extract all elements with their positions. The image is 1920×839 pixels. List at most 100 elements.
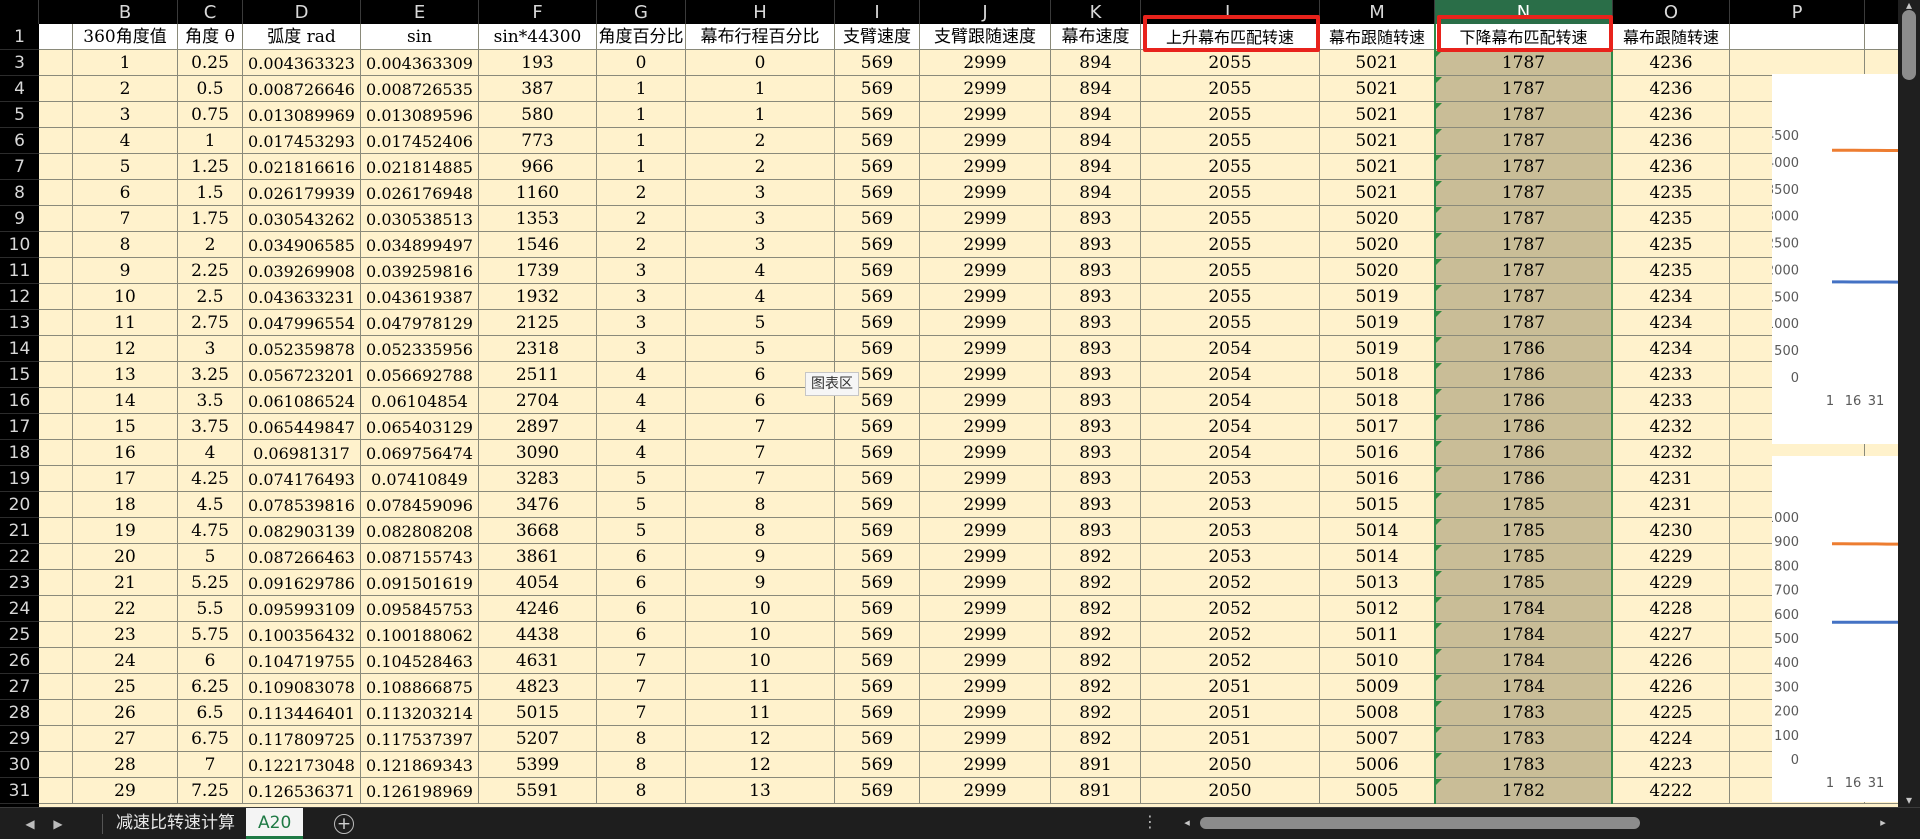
- table-cell[interactable]: 2051: [1141, 700, 1320, 726]
- row-header[interactable]: 20: [0, 492, 39, 518]
- table-cell[interactable]: 0.082808208: [361, 518, 479, 544]
- table-cell[interactable]: 0.113203214: [361, 700, 479, 726]
- table-cell[interactable]: 2055: [1141, 154, 1320, 180]
- row-header[interactable]: 28: [0, 700, 39, 726]
- table-cell[interactable]: 7: [597, 674, 686, 700]
- table-cell[interactable]: 2: [597, 232, 686, 258]
- table-cell[interactable]: 0.043619387: [361, 284, 479, 310]
- table-cell[interactable]: 2: [597, 180, 686, 206]
- table-cell[interactable]: 0.109083078: [243, 674, 361, 700]
- table-cell[interactable]: 2999: [920, 778, 1051, 804]
- scroll-left-arrow-icon[interactable]: ◂: [1184, 816, 1190, 829]
- table-cell[interactable]: 0.75: [178, 102, 243, 128]
- table-cell[interactable]: 6: [73, 180, 178, 206]
- table-cell[interactable]: 5: [73, 154, 178, 180]
- table-cell[interactable]: 15: [73, 414, 178, 440]
- table-cell[interactable]: 4231: [1613, 492, 1730, 518]
- table-cell[interactable]: 893: [1051, 284, 1141, 310]
- table-cell[interactable]: 5: [178, 544, 243, 570]
- table-cell[interactable]: 12: [686, 752, 835, 778]
- table-cell[interactable]: 4246: [479, 596, 597, 622]
- row-header[interactable]: 30: [0, 752, 39, 778]
- table-cell[interactable]: 11: [73, 310, 178, 336]
- table-cell[interactable]: 0.126198969: [361, 778, 479, 804]
- table-cell[interactable]: 1785: [1435, 570, 1613, 596]
- table-cell[interactable]: 4.75: [178, 518, 243, 544]
- column-header-d[interactable]: D: [243, 0, 361, 24]
- column-header-o[interactable]: O: [1613, 0, 1730, 24]
- row-header[interactable]: 31: [0, 778, 39, 804]
- table-cell[interactable]: 892: [1051, 622, 1141, 648]
- table-cell[interactable]: 2999: [920, 76, 1051, 102]
- table-cell[interactable]: [39, 336, 73, 362]
- table-cell[interactable]: 4631: [479, 648, 597, 674]
- table-cell[interactable]: [39, 466, 73, 492]
- table-cell[interactable]: 6: [597, 622, 686, 648]
- table-cell[interactable]: 569: [835, 414, 920, 440]
- table-cell[interactable]: 2999: [920, 466, 1051, 492]
- table-cell[interactable]: 1783: [1435, 726, 1613, 752]
- table-cell[interactable]: 4.5: [178, 492, 243, 518]
- table-cell[interactable]: 5399: [479, 752, 597, 778]
- table-cell[interactable]: 2051: [1141, 726, 1320, 752]
- table-cell[interactable]: 2999: [920, 700, 1051, 726]
- table-cell[interactable]: 4232: [1613, 414, 1730, 440]
- table-cell[interactable]: 5009: [1320, 674, 1435, 700]
- table-cell[interactable]: 1787: [1435, 206, 1613, 232]
- table-cell[interactable]: 0.017453293: [243, 128, 361, 154]
- vertical-scroll-thumb[interactable]: [1902, 10, 1916, 80]
- table-cell[interactable]: 0.052335956: [361, 336, 479, 362]
- table-cell[interactable]: [39, 414, 73, 440]
- table-cell[interactable]: 0.087155743: [361, 544, 479, 570]
- table-cell[interactable]: 5020: [1320, 258, 1435, 284]
- table-cell[interactable]: 893: [1051, 466, 1141, 492]
- table-cell[interactable]: 0.026179939: [243, 180, 361, 206]
- table-cell[interactable]: 3: [686, 232, 835, 258]
- table-cell[interactable]: [39, 518, 73, 544]
- table-cell[interactable]: 3: [686, 206, 835, 232]
- table-cell[interactable]: [39, 492, 73, 518]
- table-cell[interactable]: 0.034899497: [361, 232, 479, 258]
- table-cell[interactable]: [39, 570, 73, 596]
- table-cell[interactable]: 1: [597, 128, 686, 154]
- table-cell[interactable]: 4236: [1613, 154, 1730, 180]
- table-cell[interactable]: 20: [73, 544, 178, 570]
- table-cell[interactable]: 4236: [1613, 76, 1730, 102]
- table-cell[interactable]: 569: [835, 128, 920, 154]
- table-cell[interactable]: 1: [597, 154, 686, 180]
- table-cell[interactable]: 0.065403129: [361, 414, 479, 440]
- column-header-l[interactable]: L: [1141, 0, 1320, 24]
- row-header[interactable]: 26: [0, 648, 39, 674]
- table-cell[interactable]: 1160: [479, 180, 597, 206]
- table-cell[interactable]: 8: [597, 778, 686, 804]
- table-cell[interactable]: 0.095845753: [361, 596, 479, 622]
- table-cell[interactable]: 1353: [479, 206, 597, 232]
- table-cell[interactable]: 14: [73, 388, 178, 414]
- table-cell[interactable]: 2055: [1141, 310, 1320, 336]
- table-cell[interactable]: 0.056692788: [361, 362, 479, 388]
- table-cell[interactable]: 1787: [1435, 258, 1613, 284]
- table-cell[interactable]: 893: [1051, 388, 1141, 414]
- column-header-g[interactable]: G: [597, 0, 686, 24]
- table-cell[interactable]: 5012: [1320, 596, 1435, 622]
- table-cell[interactable]: 1787: [1435, 232, 1613, 258]
- table-cell[interactable]: 0.078539816: [243, 492, 361, 518]
- table-cell[interactable]: 2055: [1141, 284, 1320, 310]
- table-cell[interactable]: 891: [1051, 778, 1141, 804]
- table-cell[interactable]: 0.104528463: [361, 648, 479, 674]
- table-cell[interactable]: 19: [73, 518, 178, 544]
- table-cell[interactable]: 5021: [1320, 50, 1435, 76]
- header-cell-o[interactable]: 幕布跟随转速: [1613, 24, 1730, 50]
- row-header[interactable]: 13: [0, 310, 39, 336]
- table-cell[interactable]: 2055: [1141, 180, 1320, 206]
- table-cell[interactable]: [39, 310, 73, 336]
- table-cell[interactable]: 5015: [479, 700, 597, 726]
- table-cell[interactable]: 1784: [1435, 622, 1613, 648]
- table-cell[interactable]: 0.091501619: [361, 570, 479, 596]
- table-cell[interactable]: 17: [73, 466, 178, 492]
- column-header-k[interactable]: K: [1051, 0, 1141, 24]
- table-cell[interactable]: 4226: [1613, 674, 1730, 700]
- table-cell[interactable]: 892: [1051, 700, 1141, 726]
- table-cell[interactable]: 2053: [1141, 466, 1320, 492]
- table-cell[interactable]: 4054: [479, 570, 597, 596]
